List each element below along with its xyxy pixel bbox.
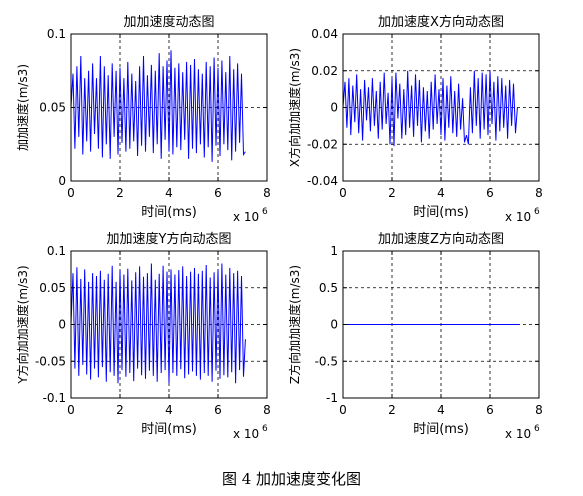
x-tick-label: 2 — [388, 186, 396, 200]
x-tick-label: 2 — [116, 403, 124, 417]
x-exponent-power: 6 — [262, 207, 268, 217]
y-tick-label: 0 — [330, 318, 338, 332]
series-line — [70, 50, 246, 162]
y-tick-label: -0.1 — [43, 391, 66, 405]
y-axis-label: X方向加加速度(m/s3) — [287, 48, 302, 167]
y-axis-label: Y方向加加速度(m/s3) — [15, 265, 30, 384]
x-tick-label: 0 — [67, 186, 75, 200]
y-tick-label: 0.1 — [47, 27, 66, 41]
series-line — [342, 70, 518, 147]
y-axis-label: 加加速度(m/s3) — [15, 64, 30, 151]
x-exponent-power: 6 — [534, 424, 540, 434]
subplot-2: 0 2 4 6 8 -0.04 -0.02 0 0.02 0.04 加加速度X方向动态图时间(ms)… — [287, 14, 543, 224]
y-tick-label: 0.1 — [47, 244, 66, 258]
x-tick-label: 6 — [214, 403, 222, 417]
x-axis-label: 时间(ms) — [141, 422, 197, 437]
x-tick-label: 6 — [486, 186, 494, 200]
y-tick-label: 0 — [58, 174, 66, 188]
y-tick-label: 0.05 — [39, 281, 66, 295]
chart-title: 加加速度X方向动态图 — [378, 14, 504, 30]
y-tick-label: 0.04 — [311, 27, 338, 41]
x-tick-label: 0 — [339, 186, 347, 200]
figure-caption: 图 4 加加速度变化图 — [221, 470, 362, 488]
y-tick-label: 0 — [58, 318, 66, 332]
x-tick-label: 4 — [437, 403, 445, 417]
chart-title: 加加速度动态图 — [123, 14, 214, 30]
x-tick-label: 2 — [388, 403, 396, 417]
x-tick-label: 4 — [437, 186, 445, 200]
chart-title: 加加速度Y方向动态图 — [107, 231, 232, 247]
x-tick-label: 6 — [486, 403, 494, 417]
y-axis-label: Z方向加加速度(m/s3) — [287, 265, 302, 384]
x-axis-label: 时间(ms) — [141, 205, 197, 220]
x-tick-label: 8 — [263, 186, 271, 200]
series-line — [70, 263, 246, 384]
x-exponent-label: x 10 — [233, 210, 259, 224]
x-exponent-label: x 10 — [505, 427, 531, 441]
x-exponent-power: 6 — [534, 207, 540, 217]
y-tick-label: 0.02 — [311, 64, 338, 78]
x-tick-label: 4 — [165, 186, 173, 200]
x-exponent-label: x 10 — [233, 427, 259, 441]
y-tick-label: -0.04 — [307, 174, 338, 188]
x-axis-label: 时间(ms) — [413, 205, 469, 220]
x-exponent-power: 6 — [262, 424, 268, 434]
x-tick-label: 6 — [214, 186, 222, 200]
x-tick-label: 4 — [165, 403, 173, 417]
x-axis-label: 时间(ms) — [413, 422, 469, 437]
x-exponent-label: x 10 — [505, 210, 531, 224]
x-tick-label: 0 — [339, 403, 347, 417]
x-tick-label: 8 — [263, 403, 271, 417]
y-tick-label: 0.5 — [319, 281, 338, 295]
x-tick-label: 0 — [67, 403, 75, 417]
y-tick-label: -0.05 — [35, 354, 66, 368]
y-tick-label: -0.02 — [307, 137, 338, 151]
x-tick-label: 8 — [535, 403, 543, 417]
x-tick-label: 2 — [116, 186, 124, 200]
chart-title: 加加速度Z方向动态图 — [378, 231, 504, 247]
y-tick-label: 0.05 — [39, 101, 66, 115]
x-tick-label: 8 — [535, 186, 543, 200]
y-tick-label: 0 — [330, 101, 338, 115]
y-tick-label: -0.5 — [315, 354, 338, 368]
y-tick-label: 1 — [330, 244, 338, 258]
y-tick-label: -1 — [326, 391, 338, 405]
